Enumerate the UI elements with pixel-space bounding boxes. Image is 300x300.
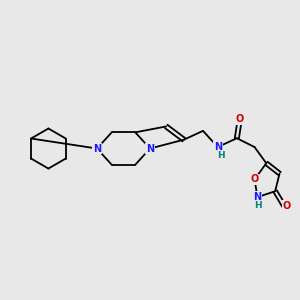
Text: H: H [254, 201, 261, 210]
Text: N: N [146, 143, 154, 154]
Text: N: N [214, 142, 222, 152]
Text: O: O [250, 174, 259, 184]
Text: O: O [283, 201, 291, 211]
Text: O: O [236, 114, 244, 124]
Text: N: N [93, 143, 101, 154]
Text: H: H [218, 151, 225, 160]
Text: N: N [254, 192, 262, 202]
